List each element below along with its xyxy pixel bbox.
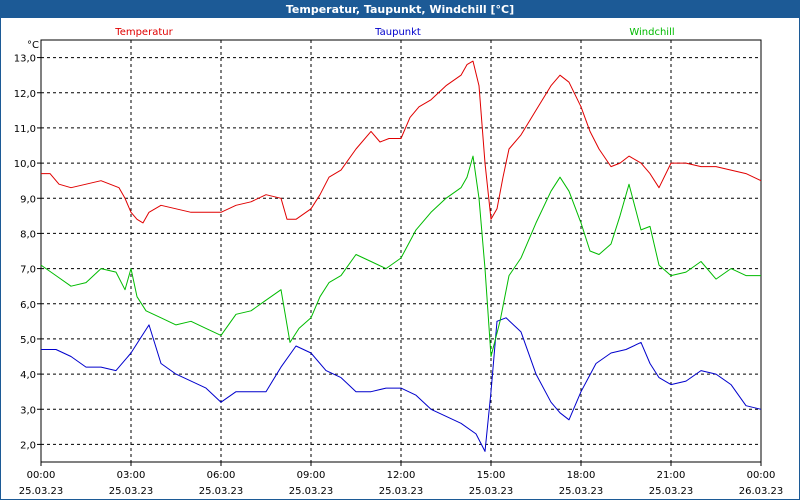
y-tick-label: 2,0 [20,440,36,451]
x-tick-time-label: 12:00 [387,470,416,481]
y-axis-ticks: 2,0 3,0 4,0 5,0 6,0 7,0 8,0 9,0 10,0 11,0 12,0 13,0 [14,54,41,451]
x-tick-date-label: 25.03.23 [109,486,154,497]
legend-entry-temperatur: Temperatur [114,27,173,38]
x-tick-time-label: 00:00 [747,470,776,481]
x-tick-date-label: 25.03.23 [559,486,604,497]
series-line-windchill [40,155,761,357]
series-line-temperatur [41,60,762,224]
y-tick-label: 6,0 [20,300,36,311]
x-tick-time-label: 15:00 [477,470,506,481]
y-tick-label: 8,0 [20,229,36,240]
legend-entry-windchill: Windchill [629,27,674,38]
x-axis-ticks: 00:00 25.03.23 03:00 25.03.23 06:00 25.03.23 0… [19,462,784,497]
series-line-taupunkt [41,317,762,452]
legend: Temperatur Taupunkt Windchill [114,27,674,38]
y-tick-label: 10,0 [14,159,36,170]
x-tick-date-label: 25.03.23 [19,486,64,497]
x-tick-date-label: 25.03.23 [649,486,694,497]
x-tick-time-label: 18:00 [567,470,596,481]
y-tick-label: 5,0 [20,335,36,346]
y-tick-label: 4,0 [20,370,36,381]
x-tick-time-label: 00:00 [27,470,56,481]
x-tick-date-label: 26.03.23 [739,486,784,497]
y-tick-label: 7,0 [20,265,36,276]
grid-lines [41,40,761,462]
legend-entry-taupunkt: Taupunkt [374,27,421,38]
x-tick-time-label: 21:00 [657,470,686,481]
y-tick-label: 3,0 [20,405,36,416]
y-tick-label: 9,0 [20,194,36,205]
x-tick-date-label: 25.03.23 [469,486,514,497]
y-tick-label: 11,0 [14,124,36,135]
series-lines [40,60,762,452]
x-tick-date-label: 25.03.23 [289,486,334,497]
x-tick-time-label: 03:00 [117,470,146,481]
x-tick-time-label: 09:00 [297,470,326,481]
y-axis-label: °C [27,40,39,51]
x-tick-date-label: 25.03.23 [379,486,424,497]
chart-title: Temperatur, Taupunkt, Windchill [°C] [1,1,799,18]
y-tick-label: 12,0 [14,89,36,100]
x-tick-date-label: 25.03.23 [199,486,244,497]
chart-plot: 2,0 3,0 4,0 5,0 6,0 7,0 8,0 9,0 10,0 11,0 12,0 13,0… [14,27,784,497]
y-tick-label: 13,0 [14,54,36,65]
x-tick-time-label: 06:00 [207,470,236,481]
